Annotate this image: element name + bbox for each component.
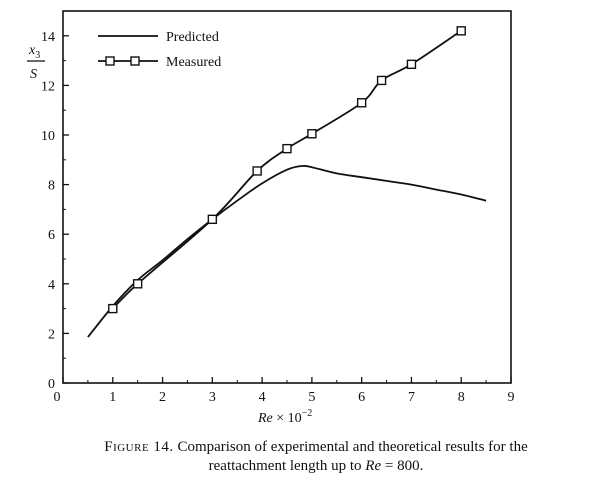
caption-line2-italic: Re bbox=[365, 458, 382, 474]
y-tick-label: 2 bbox=[48, 327, 55, 342]
caption-line2-prefix: reattachment length up to bbox=[208, 458, 366, 474]
caption-line-2: reattachment length up to Re = 800. bbox=[40, 457, 592, 476]
plot-frame bbox=[62, 10, 512, 384]
x-tick-label: 9 bbox=[508, 390, 515, 405]
x-tick-label: 1 bbox=[109, 390, 116, 405]
measured-data-point bbox=[456, 26, 466, 36]
svg-text:Re × 10−2: Re × 10−2 bbox=[257, 408, 312, 426]
caption-line-1: Figure 14. Comparison of experimental an… bbox=[40, 438, 592, 457]
y-axis-label: x3 S bbox=[27, 43, 45, 82]
legend-item-predicted: Predicted bbox=[98, 30, 219, 45]
legend-marker bbox=[130, 56, 140, 66]
y-tick-label: 12 bbox=[41, 79, 55, 94]
x-tick-label: 0 bbox=[54, 390, 61, 405]
series-layer bbox=[87, 26, 487, 338]
measured-data-point bbox=[406, 59, 417, 70]
x-label-prefix: Re bbox=[257, 411, 273, 426]
x-tick-label: 2 bbox=[159, 390, 166, 405]
measured-series-line bbox=[112, 30, 462, 310]
caption-line2-suffix: = 800. bbox=[381, 458, 424, 474]
x-tick-label: 6 bbox=[358, 390, 365, 405]
x-label-middle: × 10 bbox=[273, 411, 302, 426]
svg-text:x3: x3 bbox=[28, 43, 40, 61]
y-label-denominator: S bbox=[30, 67, 37, 82]
x-tick-label: 8 bbox=[458, 390, 465, 405]
x-tick-label: 3 bbox=[209, 390, 216, 405]
measured-data-point bbox=[307, 129, 317, 139]
figure-caption: Figure 14. Comparison of experimental an… bbox=[40, 438, 592, 476]
legend-label-predicted: Predicted bbox=[166, 30, 219, 45]
y-tick-label: 0 bbox=[48, 377, 55, 392]
measured-data-point bbox=[132, 279, 143, 289]
measured-data-point bbox=[252, 166, 262, 176]
y-label-numerator: x bbox=[28, 43, 36, 58]
predicted-series-line bbox=[87, 164, 487, 338]
y-tick-label: 14 bbox=[41, 30, 55, 45]
legend-marker bbox=[105, 56, 115, 66]
legend: Predicted Measured bbox=[98, 30, 221, 70]
measured-data-point bbox=[282, 143, 292, 154]
measured-data-point bbox=[356, 98, 367, 108]
legend-label-measured: Measured bbox=[166, 55, 221, 70]
caption-figure-label: Figure 14. bbox=[104, 439, 174, 455]
caption-line1-text: Comparison of experimental and theoretic… bbox=[173, 439, 528, 455]
y-label-subscript: 3 bbox=[35, 50, 40, 61]
x-tick-label: 5 bbox=[308, 390, 315, 405]
measured-data-point bbox=[207, 214, 218, 225]
y-tick-label: 6 bbox=[48, 228, 55, 243]
x-axis-label: Re × 10−2 bbox=[257, 408, 312, 426]
x-label-exponent: −2 bbox=[302, 408, 313, 419]
measured-data-point bbox=[376, 75, 387, 86]
x-axis-ticks: 0 1 2 3 4 5 6 7 8 9 bbox=[54, 377, 515, 405]
measured-data-point bbox=[108, 303, 118, 314]
y-tick-label: 4 bbox=[48, 278, 55, 293]
x-tick-label: 7 bbox=[408, 390, 415, 405]
y-axis-ticks: 0 2 4 6 8 10 12 14 bbox=[41, 30, 69, 392]
plot-axes bbox=[62, 10, 512, 384]
legend-item-measured: Measured bbox=[98, 55, 221, 70]
y-tick-label: 8 bbox=[48, 179, 55, 194]
x-tick-label: 4 bbox=[259, 390, 266, 405]
y-tick-label: 10 bbox=[41, 129, 55, 144]
